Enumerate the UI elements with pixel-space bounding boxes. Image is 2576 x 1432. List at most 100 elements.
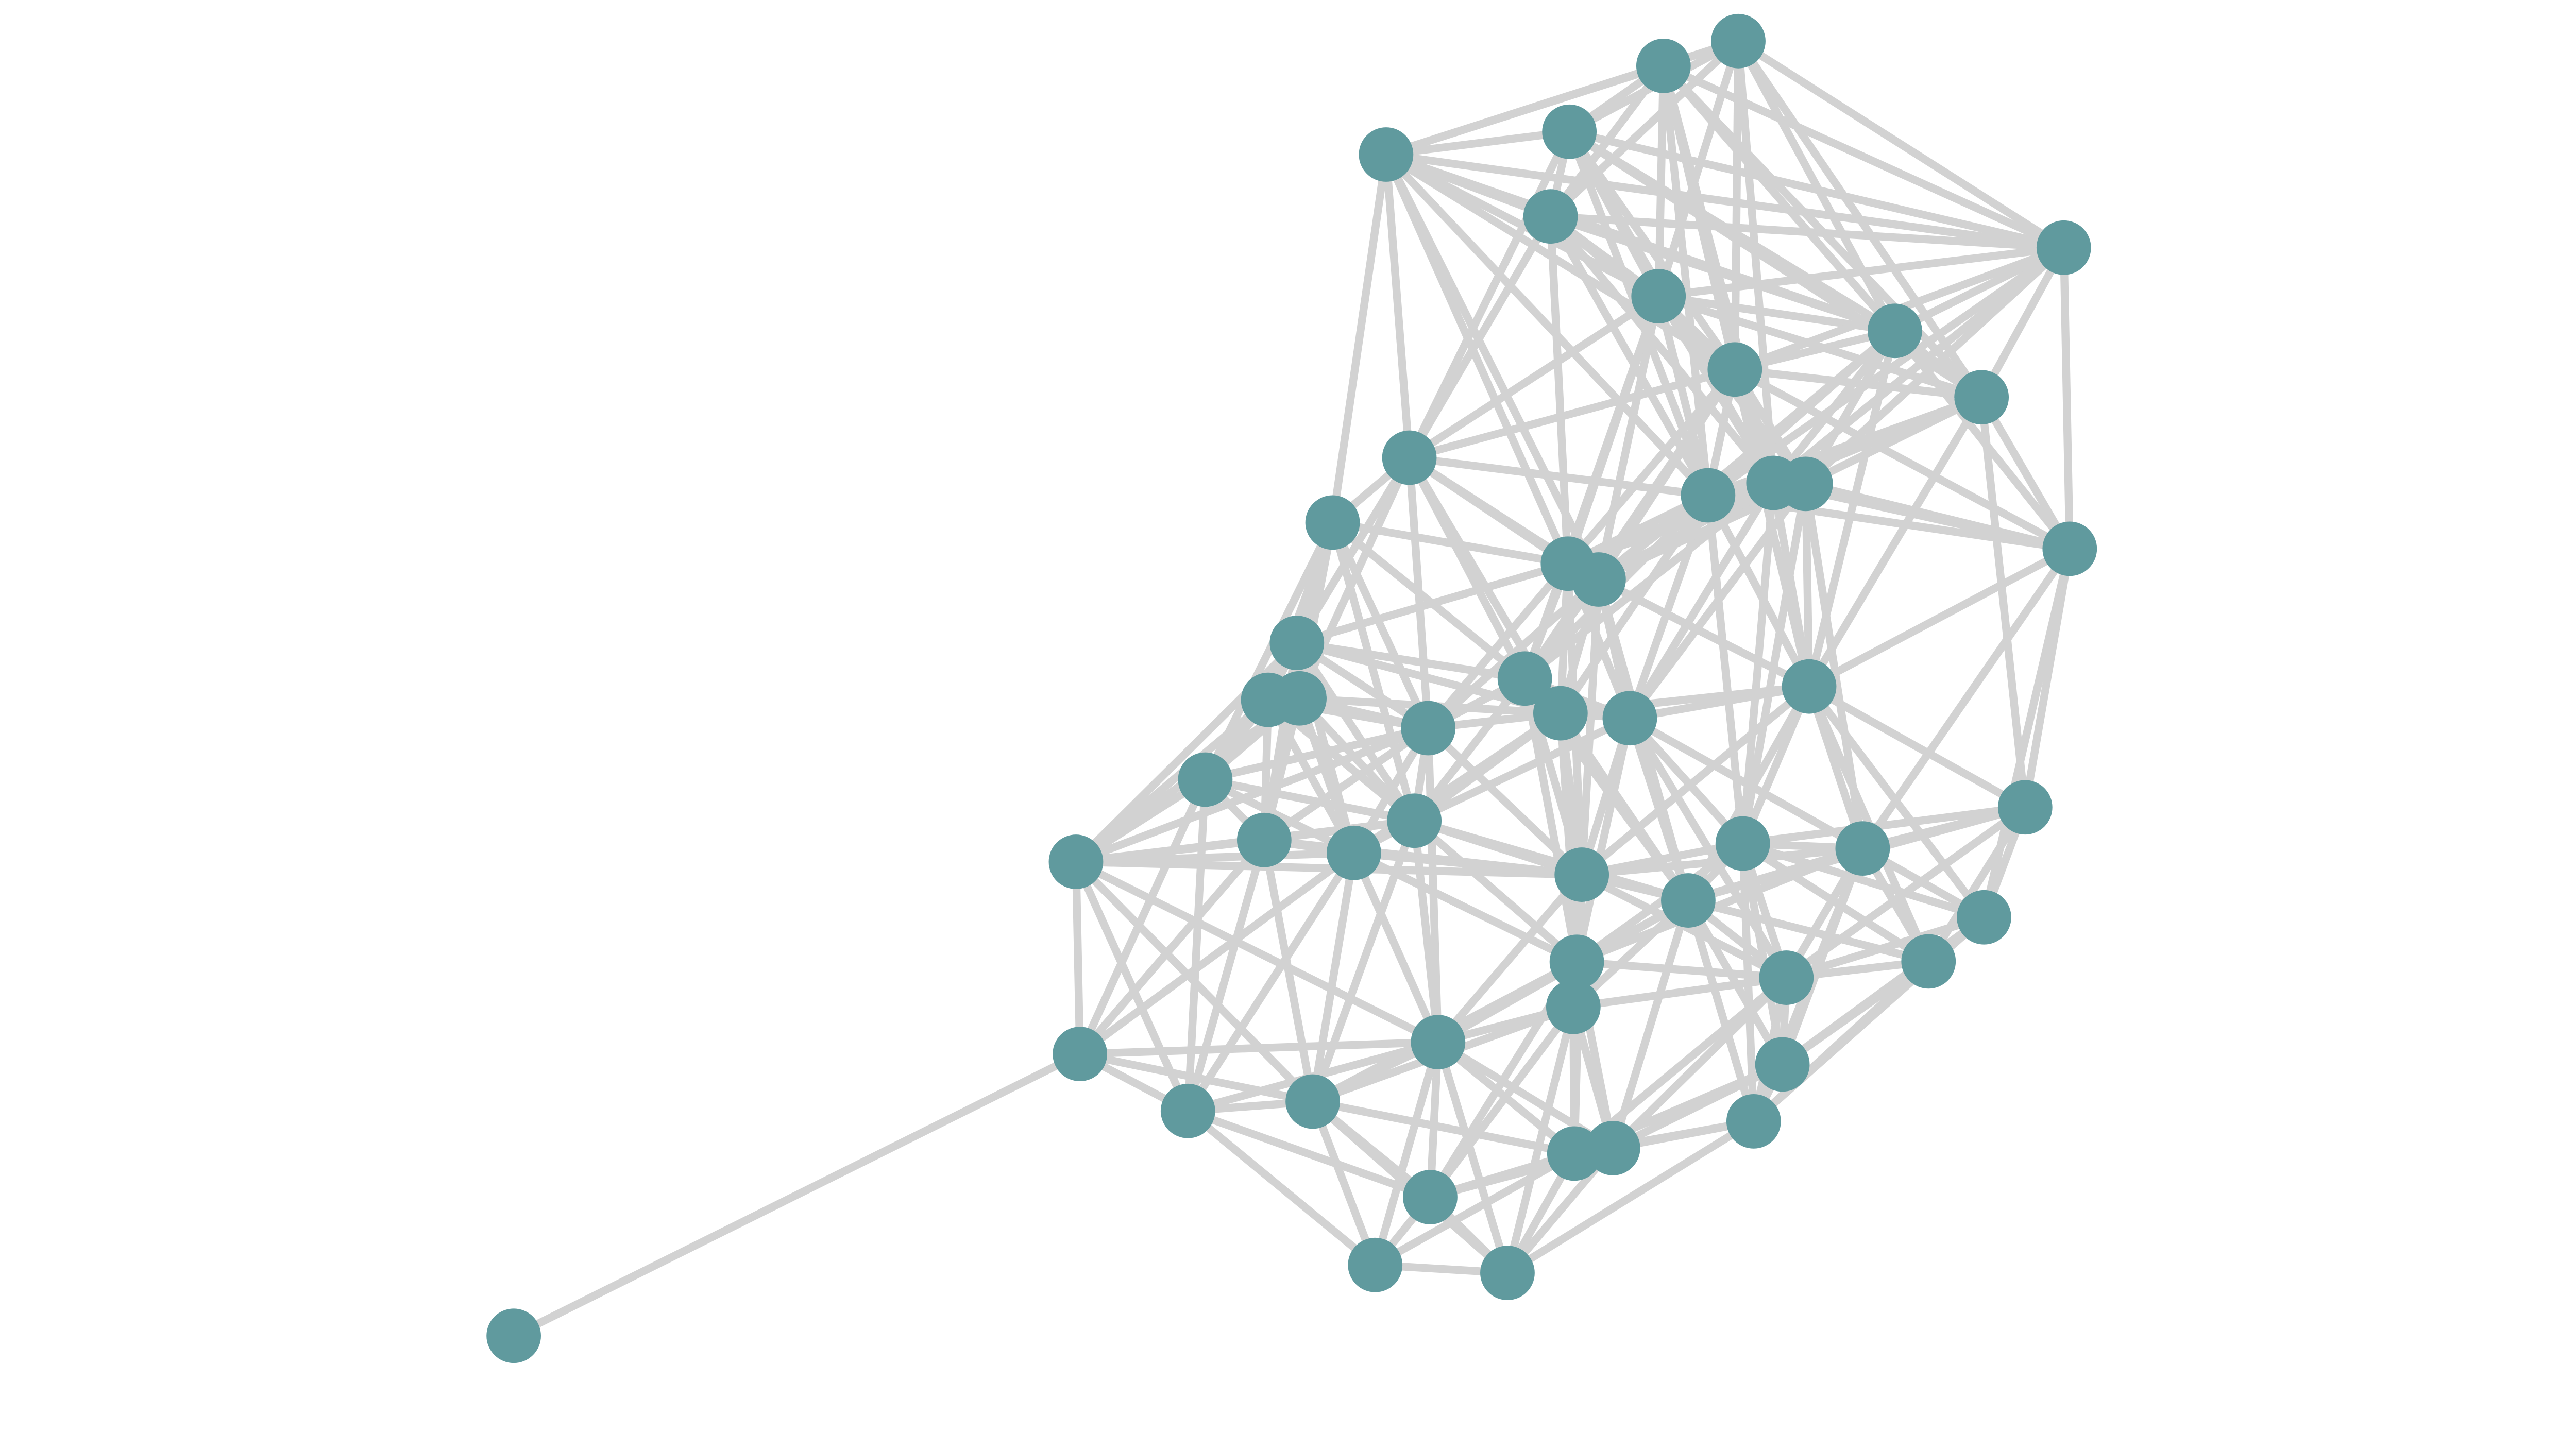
network-graph-canvas [486, 13, 2097, 1363]
graph-edge [1204, 775, 1415, 825]
graph-node [1726, 1094, 1781, 1149]
graph-edge [1074, 858, 1440, 1046]
graph-edge [1074, 724, 1430, 866]
graph-edge [1184, 850, 1358, 1113]
graph-edge [1385, 62, 1665, 159]
graph-edge [1412, 710, 1563, 824]
graph-edge [1611, 1061, 1785, 1152]
graph-edge [1804, 480, 2071, 553]
graph-edge [1576, 958, 1787, 982]
graph-edge [1425, 725, 1585, 878]
graph-edge [1573, 717, 1634, 963]
graph-edge [1628, 714, 1865, 852]
graph-node [2036, 220, 2091, 275]
graph-edge [1410, 820, 1442, 1043]
graph-node [1715, 816, 1770, 871]
graph-node [1523, 189, 1578, 244]
graph-node [1401, 701, 1455, 756]
graph-edge [1434, 1041, 1512, 1274]
graph-node [1631, 269, 1686, 323]
graph-node [1403, 1170, 1458, 1224]
graph-node [1326, 825, 1381, 880]
graph-edge [1565, 367, 1738, 567]
graph-node [1636, 38, 1691, 93]
graph-edge [1385, 128, 1570, 159]
graph-edge [1077, 837, 1267, 1057]
graph-edge [1741, 840, 1986, 922]
graph-edge [1312, 1097, 1575, 1157]
graph-node [1957, 890, 2011, 945]
network-graph-figure [486, 13, 2097, 1363]
graph-edge [2060, 247, 2074, 549]
graph-edge [1329, 521, 1432, 730]
graph-node [1602, 691, 1657, 746]
graph-node [1755, 1037, 1810, 1092]
graph-node [1269, 616, 1325, 670]
graph-node [1707, 342, 1762, 397]
graph-node [1497, 651, 1552, 706]
graph-edge [1556, 713, 1581, 962]
graph-node [1411, 1015, 1466, 1069]
graph-edge [1805, 395, 1985, 689]
graph-edge [1662, 62, 2065, 251]
graph-node [2042, 521, 2097, 576]
graph-edge [1521, 677, 1581, 963]
graph-edge [1658, 244, 2064, 300]
graph-edge [1407, 293, 1661, 461]
graph-node [1867, 303, 1922, 359]
graph-node [1585, 1120, 1640, 1175]
graph-edge [1076, 858, 1582, 879]
graph-edge [1572, 974, 1787, 1011]
graph-edge [1505, 1118, 1756, 1276]
graph-edge [1383, 151, 1711, 498]
graph-node [1901, 934, 1956, 989]
graph-node [1305, 495, 1360, 550]
graph-edge [1733, 366, 2072, 553]
graph-edge [1802, 484, 1814, 687]
graph-node [1053, 1027, 1108, 1082]
graph-edge [1736, 38, 2066, 251]
graph-node [1382, 430, 1437, 485]
graph-edge [1785, 913, 1986, 982]
graph-edge [1296, 695, 1417, 824]
graph-edge [1503, 1005, 1578, 1274]
graph-edge [1373, 1150, 1577, 1269]
graph-edge [1626, 481, 1809, 721]
graph-edge [1309, 1100, 1379, 1267]
graph-edge [1185, 1107, 1378, 1268]
graph-edge [1704, 495, 1747, 844]
graph-edge [1412, 714, 1632, 825]
graph-node [1348, 1237, 1403, 1292]
graph-edge [1804, 394, 1984, 488]
graph-node [486, 1308, 541, 1363]
graph-edge [1073, 859, 1316, 1104]
graph-edge [1382, 154, 1414, 458]
graph-edge [1296, 639, 1526, 683]
graph-node [1661, 873, 1716, 928]
graph-edge [1568, 128, 2065, 252]
graph-edge [1547, 214, 1777, 486]
graph-edge [1654, 295, 1712, 497]
graph-edge [1734, 41, 1777, 484]
graph-node [1571, 552, 1626, 607]
graph-edge [1626, 715, 1746, 846]
graph-edge [1807, 683, 2027, 811]
graph-edge [1435, 872, 1585, 1045]
graph-node [1533, 686, 1588, 741]
graph-edge [1978, 395, 2073, 551]
graph-edge [1734, 365, 1982, 401]
graph-edge [1742, 803, 2026, 848]
graph-edge [1550, 212, 2064, 252]
graph-node [1782, 659, 1837, 714]
graph-edge [1549, 212, 1896, 335]
graph-edge [1184, 779, 1210, 1112]
graph-edge [1412, 817, 1580, 965]
graph-edge [1385, 150, 2064, 252]
graph-edge [1072, 861, 1084, 1054]
graph-edge [1405, 130, 1573, 459]
graph-node [1711, 13, 1766, 69]
graph-edge [1578, 579, 1603, 875]
graph-node [1549, 934, 1604, 990]
graph-edge [1328, 154, 1390, 523]
graph-edge [1187, 1107, 1432, 1201]
